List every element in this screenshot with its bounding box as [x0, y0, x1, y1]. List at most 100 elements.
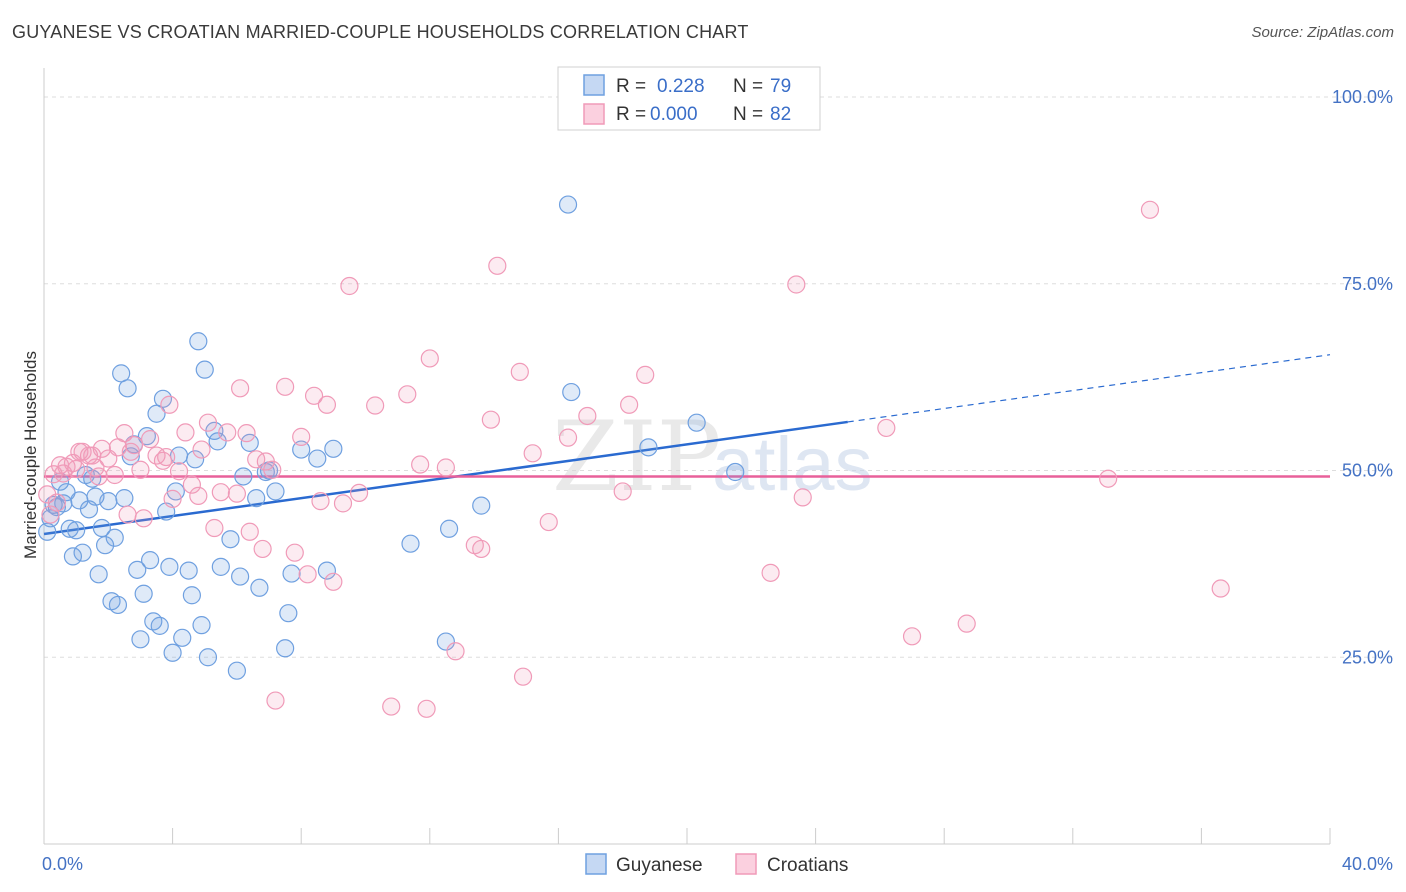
point-croatians-82 [793, 488, 812, 507]
point-croatians-86 [1099, 469, 1118, 488]
point-croatians-33 [182, 475, 201, 494]
point-guyanese-26 [121, 447, 140, 466]
point-guyanese-59 [250, 578, 269, 597]
point-croatians-40 [227, 484, 246, 503]
point-croatians-55 [324, 572, 343, 591]
point-guyanese-72 [439, 519, 459, 538]
point-guyanese-44 [182, 586, 201, 605]
bottom-legend-swatch-guyanese [585, 853, 607, 875]
point-croatians-61 [398, 385, 417, 404]
trend-line-guyanese-extension [847, 354, 1331, 423]
point-guyanese-22 [108, 595, 128, 615]
point-croatians-58 [349, 483, 369, 503]
point-guyanese-76 [639, 438, 658, 457]
point-croatians-34 [189, 486, 208, 505]
point-guyanese-17 [92, 518, 111, 538]
point-guyanese-8 [63, 547, 83, 566]
point-croatians-68 [472, 539, 491, 559]
point-guyanese-38 [160, 557, 179, 576]
point-croatians-71 [510, 362, 529, 381]
point-guyanese-11 [73, 543, 92, 562]
point-guyanese-70 [401, 534, 420, 553]
point-guyanese-39 [163, 643, 182, 662]
point-guyanese-48 [195, 360, 214, 379]
point-guyanese-34 [147, 404, 166, 423]
point-guyanese-25 [118, 379, 137, 398]
point-guyanese-49 [198, 648, 218, 667]
point-croatians-52 [304, 386, 324, 405]
point-guyanese-67 [308, 449, 327, 468]
point-croatians-35 [192, 440, 211, 459]
point-croatians-79 [636, 365, 655, 384]
point-guyanese-16 [89, 565, 108, 584]
point-croatians-37 [205, 518, 224, 538]
y-tick-label-0: 25.0% [1342, 647, 1393, 667]
point-croatians-28 [157, 447, 176, 467]
point-guyanese-0 [38, 522, 57, 541]
y-axis-label: Married-couple Households [21, 351, 40, 559]
point-guyanese-56 [234, 467, 253, 486]
chart-source: Source: ZipAtlas.com [1251, 24, 1394, 41]
point-croatians-24 [134, 509, 153, 528]
legend-r-label-2: R = [616, 104, 646, 125]
point-croatians-32 [176, 423, 195, 442]
point-croatians-63 [420, 349, 439, 368]
point-croatians-66 [446, 642, 465, 661]
point-guyanese-63 [276, 639, 295, 658]
legend-r-value-2: 0.000 [650, 104, 698, 125]
trend-line-guyanese [43, 420, 848, 536]
point-croatians-84 [902, 627, 922, 646]
point-guyanese-77 [687, 413, 706, 432]
point-guyanese-55 [231, 567, 250, 586]
point-guyanese-57 [240, 433, 259, 452]
point-croatians-80 [761, 563, 780, 582]
chart-title: GUYANESE VS CROATIAN MARRIED-COUPLE HOUS… [12, 22, 749, 42]
x-tick-label-max: 40.0% [1342, 854, 1393, 874]
point-croatians-31 [169, 462, 189, 481]
point-guyanese-45 [186, 450, 205, 469]
point-croatians-47 [263, 460, 282, 479]
point-croatians-75 [558, 428, 578, 447]
point-croatians-85 [957, 614, 976, 633]
point-guyanese-24 [115, 489, 134, 508]
point-guyanese-18 [95, 536, 115, 555]
point-croatians-70 [488, 256, 507, 275]
point-guyanese-64 [279, 604, 298, 623]
legend-n-value-2: 82 [770, 104, 791, 125]
point-croatians-14 [89, 467, 108, 486]
point-guyanese-68 [317, 561, 337, 580]
point-croatians-17 [105, 465, 124, 485]
x-tick-label-min: 0.0% [42, 854, 83, 874]
point-guyanese-52 [211, 557, 230, 576]
point-guyanese-46 [189, 332, 208, 351]
bottom-legend-guyanese: Guyanese [616, 855, 703, 876]
point-croatians-20 [118, 505, 137, 524]
point-guyanese-69 [324, 439, 343, 458]
point-guyanese-28 [128, 560, 147, 579]
point-croatians-45 [253, 539, 272, 559]
point-guyanese-43 [179, 561, 198, 580]
point-croatians-23 [131, 460, 150, 479]
point-guyanese-32 [140, 551, 160, 570]
point-guyanese-23 [112, 364, 131, 383]
point-guyanese-75 [562, 382, 581, 402]
legend-swatch-guyanese [583, 74, 605, 96]
point-guyanese-73 [472, 496, 491, 515]
point-croatians-39 [218, 423, 237, 442]
point-croatians-77 [620, 395, 639, 414]
point-croatians-43 [240, 522, 259, 541]
point-croatians-87 [1140, 200, 1160, 219]
point-guyanese-65 [282, 564, 301, 583]
bottom-legend-swatch-croatians [735, 853, 757, 875]
legend-n-value-1: 79 [770, 76, 791, 97]
point-croatians-38 [211, 483, 230, 502]
point-guyanese-30 [134, 584, 153, 603]
point-guyanese-29 [131, 630, 150, 649]
point-croatians-48 [276, 377, 295, 396]
point-croatians-50 [292, 427, 311, 446]
bottom-legend: Guyanese Croatians [585, 853, 848, 876]
point-guyanese-21 [105, 528, 124, 547]
legend-box: R = 0.228 N = 79 R = 0.000 N = 82 [557, 66, 821, 131]
y-tick-labels: 25.0% 50.0% 75.0% 100.0% [1332, 87, 1393, 667]
